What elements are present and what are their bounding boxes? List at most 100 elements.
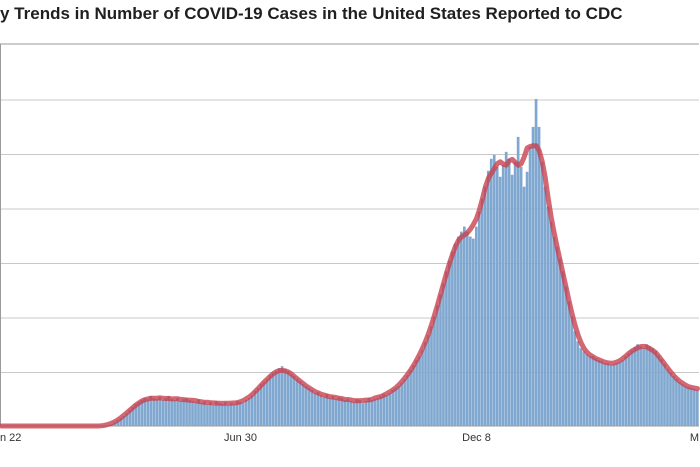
bar [361, 403, 365, 426]
bar [439, 294, 442, 426]
bar [412, 365, 415, 426]
bar [648, 346, 651, 426]
bar [564, 286, 568, 426]
bar [128, 410, 132, 426]
bar [618, 362, 622, 426]
bar [630, 350, 633, 426]
bar [457, 236, 460, 426]
bar [247, 398, 251, 426]
bar [570, 316, 574, 426]
bar [513, 161, 517, 426]
bar [633, 347, 636, 426]
bar [140, 400, 144, 426]
bar [250, 395, 254, 426]
bar [182, 399, 185, 426]
bar [325, 394, 329, 426]
bar [669, 373, 672, 426]
bar [227, 405, 230, 426]
bar [328, 398, 332, 426]
bar [370, 400, 374, 426]
bar [131, 407, 135, 426]
bar [468, 236, 472, 426]
bar [277, 368, 281, 426]
bar [394, 388, 397, 426]
chart-title: y Trends in Number of COVID-19 Cases in … [0, 4, 623, 23]
bar [690, 388, 693, 426]
bar [280, 366, 284, 426]
bar [173, 400, 176, 426]
bar [463, 226, 466, 426]
bar [406, 375, 409, 426]
bar [558, 258, 562, 426]
bar [597, 360, 601, 426]
bar [355, 399, 359, 426]
bar [603, 363, 607, 426]
bar [256, 388, 260, 426]
bar [492, 154, 496, 426]
bar [606, 363, 610, 426]
bar [600, 361, 604, 426]
bar [645, 344, 648, 426]
bar [421, 350, 424, 426]
bar [445, 271, 448, 426]
bar [119, 418, 123, 426]
bar [209, 402, 212, 426]
bar [684, 386, 687, 426]
bar [460, 231, 463, 426]
bar [537, 126, 541, 426]
bar [164, 398, 167, 426]
bar [501, 164, 505, 427]
bar [137, 402, 141, 426]
bar [507, 158, 511, 426]
bar [334, 399, 338, 426]
bar [358, 400, 362, 426]
bar [594, 358, 598, 426]
bar [379, 396, 383, 426]
bar [143, 398, 147, 426]
bar [519, 166, 523, 427]
bar [364, 401, 368, 426]
bar [230, 403, 233, 426]
bar [612, 364, 616, 426]
bar [627, 353, 630, 426]
bar [579, 348, 583, 426]
bar [477, 211, 481, 426]
bar [498, 176, 502, 426]
bar [663, 364, 666, 426]
bar [238, 402, 242, 426]
bar [167, 396, 170, 426]
bar [591, 356, 595, 426]
bar [292, 376, 296, 426]
bar [122, 416, 126, 426]
bar [651, 348, 654, 426]
bar [489, 158, 493, 426]
bar [546, 206, 550, 426]
bar [442, 283, 445, 426]
bar [241, 403, 245, 426]
daily-bars [107, 99, 699, 427]
bar [427, 335, 430, 426]
bar [218, 403, 221, 426]
bar [678, 382, 681, 426]
bar [415, 360, 418, 426]
bar [259, 384, 263, 426]
bar [185, 398, 188, 426]
bar [179, 401, 182, 426]
bar [274, 371, 278, 426]
bar [215, 401, 218, 426]
bar [304, 386, 308, 426]
bar [615, 363, 619, 426]
bar [170, 399, 173, 426]
bar [322, 397, 326, 426]
bar [146, 399, 150, 426]
x-tick-label: M [690, 432, 699, 444]
bar [116, 420, 120, 426]
bar [307, 388, 311, 426]
bar [233, 404, 236, 426]
bar [451, 251, 454, 426]
bar [176, 398, 179, 426]
bar [555, 246, 559, 426]
bar [636, 344, 639, 426]
bar [552, 236, 556, 426]
bar [522, 186, 526, 426]
